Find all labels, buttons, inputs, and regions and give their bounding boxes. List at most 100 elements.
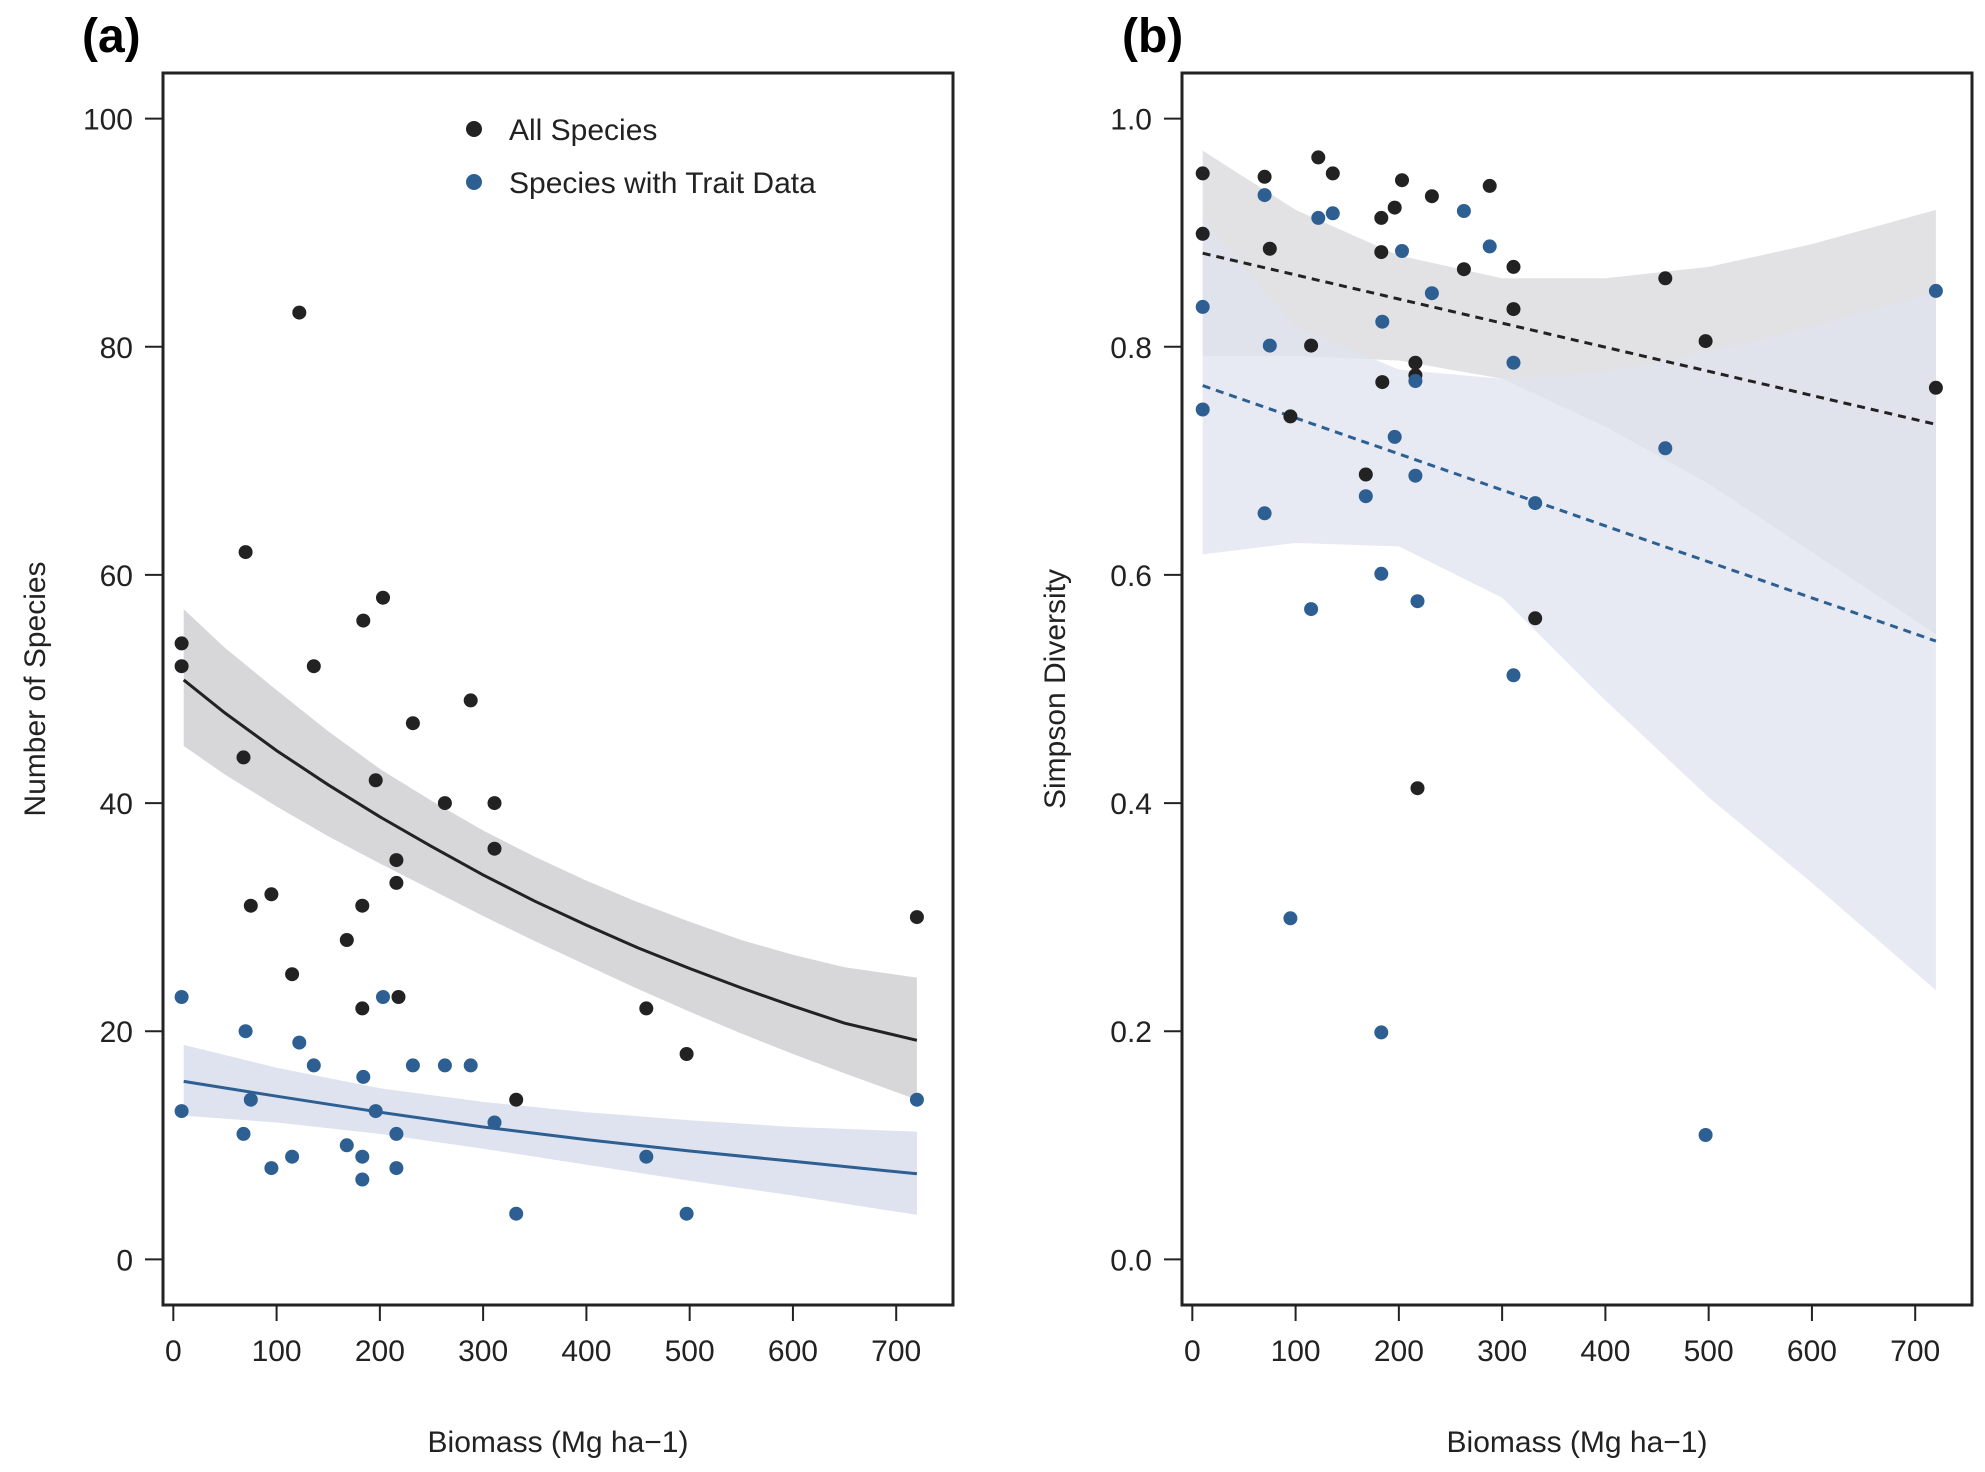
panel-b-x-tick-label-0: 0 [1184, 1335, 1201, 1368]
panel-b-y-tick-label-5: 1.0 [1110, 104, 1152, 137]
panel-b-point-trait-species-19 [1456, 204, 1471, 218]
panel-b-point-all-species-10 [1374, 245, 1389, 260]
panel-a-fit-line-trait-species [183, 1079, 918, 1176]
panel-a-point-all-species-3 [238, 545, 253, 560]
panel-a-point-trait-species-22 [639, 1149, 654, 1164]
panel-b-point-trait-species-6 [1304, 602, 1319, 617]
legend-trait-species-marker [466, 174, 482, 190]
panel-a-point-trait-species-16 [389, 1161, 404, 1176]
panel-b-point-trait-species-3 [1257, 506, 1272, 521]
panel-b-point-all-species-22 [1528, 611, 1543, 626]
panel-a-point-all-species-25 [679, 1047, 694, 1061]
panel-a-point-trait-species-23 [679, 1206, 694, 1221]
panel-a-point-all-species-15 [389, 853, 404, 868]
panel-b-x-axis-title: Biomass (Mg ha−1) [1447, 1426, 1708, 1459]
panel-a-y-axis-title: Number of Species [19, 561, 52, 816]
panel-b-x-axis: 0 100 200 300 400 500 600 700 [1184, 1305, 1940, 1368]
panel-a-point-trait-species-9 [339, 1138, 354, 1153]
panel-a-x-tick-label-5: 500 [665, 1335, 715, 1368]
panel-b-point-trait-species-4 [1262, 338, 1277, 353]
legend-trait-species-label: Species with Trait Data [509, 167, 816, 200]
panel-a-band-trait-species [183, 1044, 917, 1215]
panel-a-point-trait-species-4 [243, 1092, 258, 1107]
panel-b-letter: (b) [1122, 10, 1183, 63]
panel-a-point-all-species-12 [356, 613, 371, 628]
panel-b-point-trait-species-24 [1658, 441, 1673, 456]
panel-a-y-tick-label-3: 60 [100, 560, 133, 593]
panel-a-point-all-species-14 [376, 590, 390, 605]
panel-a-point-trait-species-3 [238, 1024, 253, 1039]
panel-b-point-trait-species-26 [1928, 283, 1943, 298]
panel-a-y-tick-label-5: 100 [83, 104, 133, 137]
panel-a-band-all-species [183, 609, 917, 1100]
panel-b-point-all-species-6 [1311, 150, 1326, 165]
legend: All Species Species with Trait Data [466, 114, 816, 200]
panel-a-point-trait-species-14 [376, 990, 390, 1004]
panel-b-point-all-species-3 [1262, 241, 1277, 256]
legend-all-species-marker [466, 121, 482, 137]
panel-b-point-all-species-12 [1387, 200, 1402, 215]
panel-a-point-all-species-2 [236, 750, 251, 765]
panel-a-point-all-species-13 [368, 773, 383, 788]
panel-a-plot: 0 100 200 300 400 500 600 700 0 20 40 60 80 100 Biom… [19, 71, 955, 1459]
panel-a-point-all-species-21 [487, 841, 502, 856]
panel-b-fit-line-trait-species [1202, 384, 1937, 643]
panel-b-point-trait-species-15 [1408, 374, 1423, 388]
panel-a-point-all-species-17 [391, 990, 406, 1004]
panel-b-point-all-species-24 [1698, 334, 1713, 349]
panel-a-point-all-species-26 [909, 910, 924, 925]
panel-a-point-trait-species-0 [174, 990, 189, 1004]
panel-a-point-all-species-22 [487, 796, 502, 811]
panel-a-point-trait-species-17 [405, 1058, 420, 1073]
panel-b-point-trait-species-1 [1195, 402, 1210, 417]
panel-a-point-trait-species-13 [368, 1104, 383, 1119]
panel-b-point-all-species-18 [1456, 262, 1471, 277]
panel-b-point-all-species-4 [1283, 409, 1298, 424]
panel-b-point-all-species-1 [1195, 226, 1210, 241]
panel-b-point-all-species-11 [1375, 375, 1390, 390]
panel-a-y-tick-label-2: 40 [100, 788, 133, 821]
panel-a-x-tick-label-6: 600 [768, 1335, 818, 1368]
panel-b-point-all-species-19 [1482, 178, 1497, 193]
panel-b-point-all-species-21 [1506, 302, 1521, 317]
panel-b-point-all-species-5 [1304, 338, 1319, 353]
panel-a-point-all-species-4 [243, 898, 258, 913]
panel-a-point-trait-species-7 [292, 1035, 307, 1050]
panel-a-point-all-species-18 [405, 716, 420, 731]
panel-a-point-trait-species-8 [306, 1058, 321, 1073]
panel-b-point-all-species-16 [1410, 781, 1425, 796]
panel-a-point-trait-species-5 [264, 1161, 279, 1176]
panel-a-point-trait-species-2 [236, 1126, 251, 1141]
panel-b-point-trait-species-20 [1482, 239, 1497, 254]
panel-b-point-all-species-20 [1506, 259, 1521, 274]
panel-a-point-all-species-16 [389, 875, 404, 890]
panel-a-point-trait-species-11 [355, 1172, 370, 1187]
panel-b-y-tick-label-3: 0.6 [1110, 560, 1152, 593]
panel-b-point-all-species-25 [1928, 380, 1943, 395]
panel-b-point-all-species-7 [1325, 166, 1340, 181]
panel-b-y-tick-label-4: 0.8 [1110, 332, 1152, 365]
panel-a-point-all-species-8 [306, 659, 321, 674]
panel-b-y-axis: 0.0 0.2 0.4 0.6 0.8 1.0 [1110, 104, 1182, 1277]
panel-b-point-trait-species-10 [1374, 566, 1389, 581]
panel-a-x-tick-label-3: 300 [458, 1335, 508, 1368]
panel-a-point-all-species-0 [174, 636, 189, 651]
panel-a-y-tick-label-1: 20 [100, 1016, 133, 1049]
panel-b-band-trait-species [1202, 219, 1936, 991]
panel-b-point-trait-species-0 [1195, 299, 1210, 314]
panel-b-point-all-species-14 [1408, 355, 1423, 370]
panel-a-point-all-species-24 [639, 1001, 654, 1016]
panel-b-x-tick-label-3: 300 [1477, 1335, 1527, 1368]
panel-a-point-trait-species-18 [437, 1058, 452, 1073]
panel-a-x-tick-label-4: 400 [561, 1335, 611, 1368]
panel-a-point-all-species-20 [463, 693, 478, 708]
panel-b-point-all-species-23 [1658, 271, 1673, 286]
panel-b-point-trait-species-8 [1325, 206, 1340, 221]
panel-a-x-axis-title: Biomass (Mg ha−1) [428, 1426, 689, 1459]
panel-a-x-axis: 0 100 200 300 400 500 600 700 [165, 1305, 921, 1368]
panel-b-y-tick-label-0: 0.0 [1110, 1244, 1152, 1277]
panel-b-point-all-species-9 [1374, 210, 1389, 225]
panel-a-point-trait-species-15 [389, 1126, 404, 1141]
panel-a-point-trait-species-20 [487, 1115, 502, 1130]
panel-b-point-trait-species-13 [1387, 429, 1402, 444]
